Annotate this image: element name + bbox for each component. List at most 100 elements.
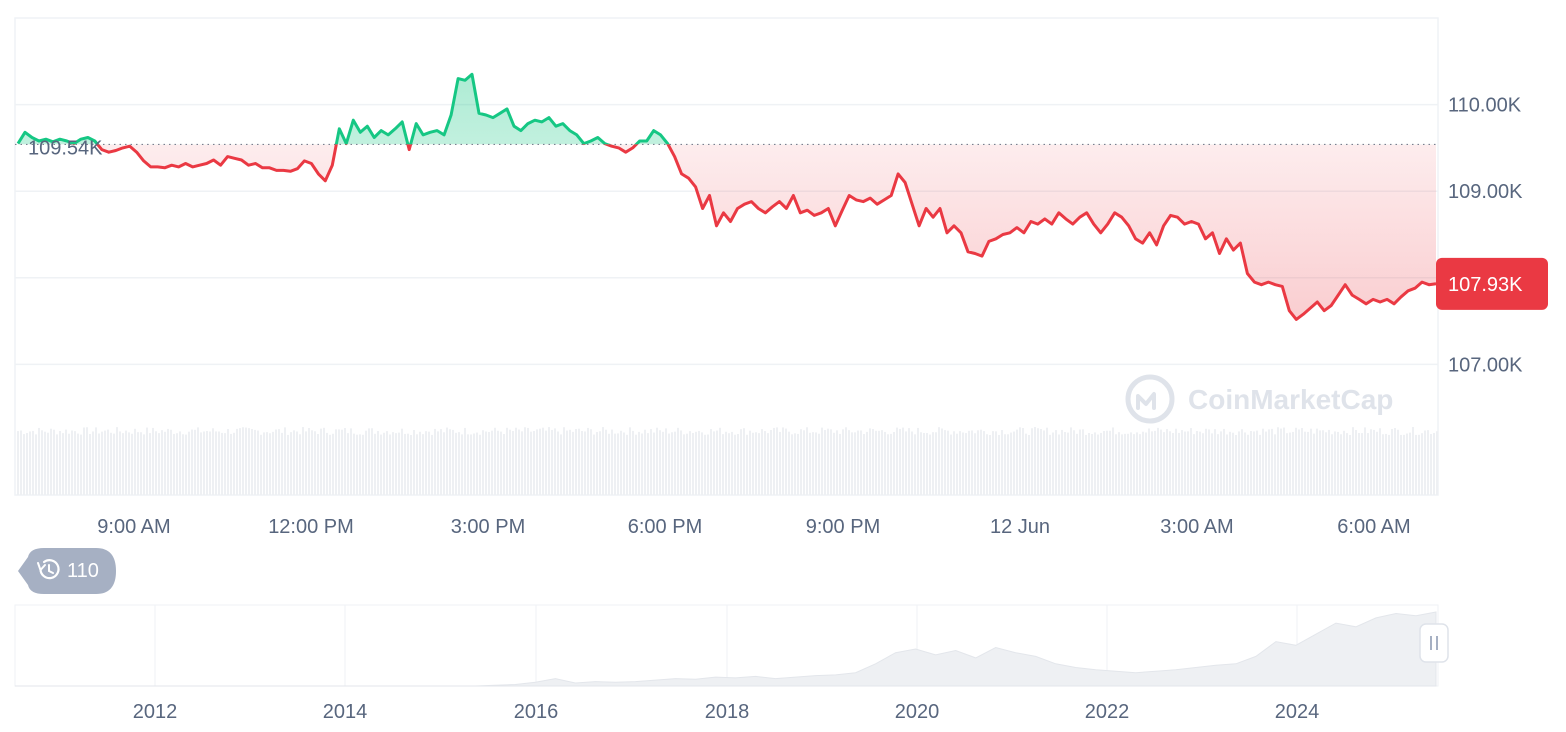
x-tick-label: 3:00 AM	[1160, 516, 1233, 538]
volume-bar	[668, 433, 670, 495]
volume-bar	[347, 433, 349, 495]
volume-bar	[992, 431, 994, 495]
volume-bar	[584, 431, 586, 495]
volume-bar	[1316, 428, 1318, 495]
volume-bar	[1100, 432, 1102, 495]
volume-bar	[371, 428, 373, 495]
watermark-text: CoinMarketCap	[1188, 384, 1393, 415]
volume-bar	[134, 428, 136, 495]
volume-bar	[476, 432, 478, 495]
volume-bar	[704, 434, 706, 495]
history-button[interactable]: 110	[18, 548, 116, 594]
volume-bar	[1328, 429, 1330, 495]
y-axis: 110.00K 109.00K 107.00K	[1448, 95, 1523, 377]
volume-bar	[536, 429, 538, 495]
volume-bar	[1181, 430, 1183, 495]
volume-bar	[1289, 432, 1291, 495]
range-handle[interactable]	[1419, 623, 1449, 663]
volume-bar	[410, 434, 412, 495]
volume-bar	[260, 434, 262, 495]
volume-bar	[770, 429, 772, 495]
volume-bar	[932, 432, 934, 495]
volume-bar	[368, 428, 370, 495]
volume-bar	[1370, 429, 1372, 495]
volume-bar	[1286, 433, 1288, 495]
volume-bar	[1190, 428, 1192, 495]
volume-bar	[1298, 429, 1300, 495]
volume-bar	[305, 431, 307, 495]
volume-bar	[776, 427, 778, 495]
volume-bar	[1301, 428, 1303, 495]
volume-bar	[335, 429, 337, 495]
volume-bar	[848, 430, 850, 495]
volume-bar	[218, 431, 220, 495]
volume-bar	[647, 433, 649, 495]
volume-bar	[227, 429, 229, 495]
volume-bar	[878, 430, 880, 495]
volume-bar	[680, 430, 682, 495]
volume-bar	[71, 430, 73, 495]
volume-bar	[671, 432, 673, 495]
volume-bar	[1142, 431, 1144, 495]
volume-bar	[1121, 434, 1123, 495]
volume-bar	[809, 432, 811, 495]
volume-bar	[1172, 432, 1174, 495]
volume-bar	[734, 434, 736, 495]
volume-bar	[905, 431, 907, 495]
volume-bar	[1367, 433, 1369, 495]
volume-bar	[338, 429, 340, 495]
volume-bar	[473, 433, 475, 495]
volume-bar	[464, 427, 466, 495]
volume-bar	[47, 432, 49, 495]
volume-bar	[962, 432, 964, 495]
watermark: CoinMarketCap	[1125, 374, 1393, 424]
volume-bar	[143, 434, 145, 495]
volume-bar	[1418, 434, 1420, 495]
volume-bar	[194, 429, 196, 495]
history-icon	[37, 559, 60, 580]
x-tick-label: 6:00 PM	[628, 516, 702, 538]
volume-bar	[161, 430, 163, 495]
volume-bar	[1064, 432, 1066, 495]
volume-bar	[587, 427, 589, 495]
volume-bar	[785, 428, 787, 495]
volume-bar	[890, 433, 892, 495]
volume-bar	[965, 433, 967, 495]
volume-bar	[851, 432, 853, 495]
volume-bar	[356, 434, 358, 495]
volume-bar	[995, 431, 997, 495]
volume-bar	[1013, 431, 1015, 495]
volume-bar	[320, 428, 322, 495]
volume-bar	[1106, 430, 1108, 495]
volume-bar	[176, 433, 178, 495]
volume-bar	[1433, 432, 1435, 495]
x-tick-label: 12 Jun	[990, 516, 1050, 538]
volume-bar	[1403, 434, 1405, 495]
volume-bar	[182, 434, 184, 495]
volume-bar	[257, 430, 259, 495]
volume-bar	[866, 431, 868, 495]
volume-bar	[209, 431, 211, 495]
volume-bar	[89, 434, 91, 495]
volume-bar	[758, 433, 760, 495]
volume-bar	[1040, 428, 1042, 495]
volume-bar	[1034, 427, 1036, 495]
volume-bar	[728, 433, 730, 495]
volume-bar	[248, 428, 250, 495]
volume-bar	[896, 427, 898, 495]
volume-bar	[938, 427, 940, 495]
volume-bar	[491, 430, 493, 495]
volume-bar	[1256, 430, 1258, 495]
volume-bar	[830, 429, 832, 495]
volume-bar	[287, 434, 289, 495]
volume-bar	[20, 430, 22, 495]
volume-bar	[908, 428, 910, 495]
volume-bar	[395, 433, 397, 495]
volume-bar	[488, 431, 490, 495]
volume-bar	[1223, 428, 1225, 495]
volume-bar	[791, 434, 793, 495]
volume-bar	[344, 428, 346, 495]
volume-bar	[557, 431, 559, 495]
volume-bar	[299, 434, 301, 495]
